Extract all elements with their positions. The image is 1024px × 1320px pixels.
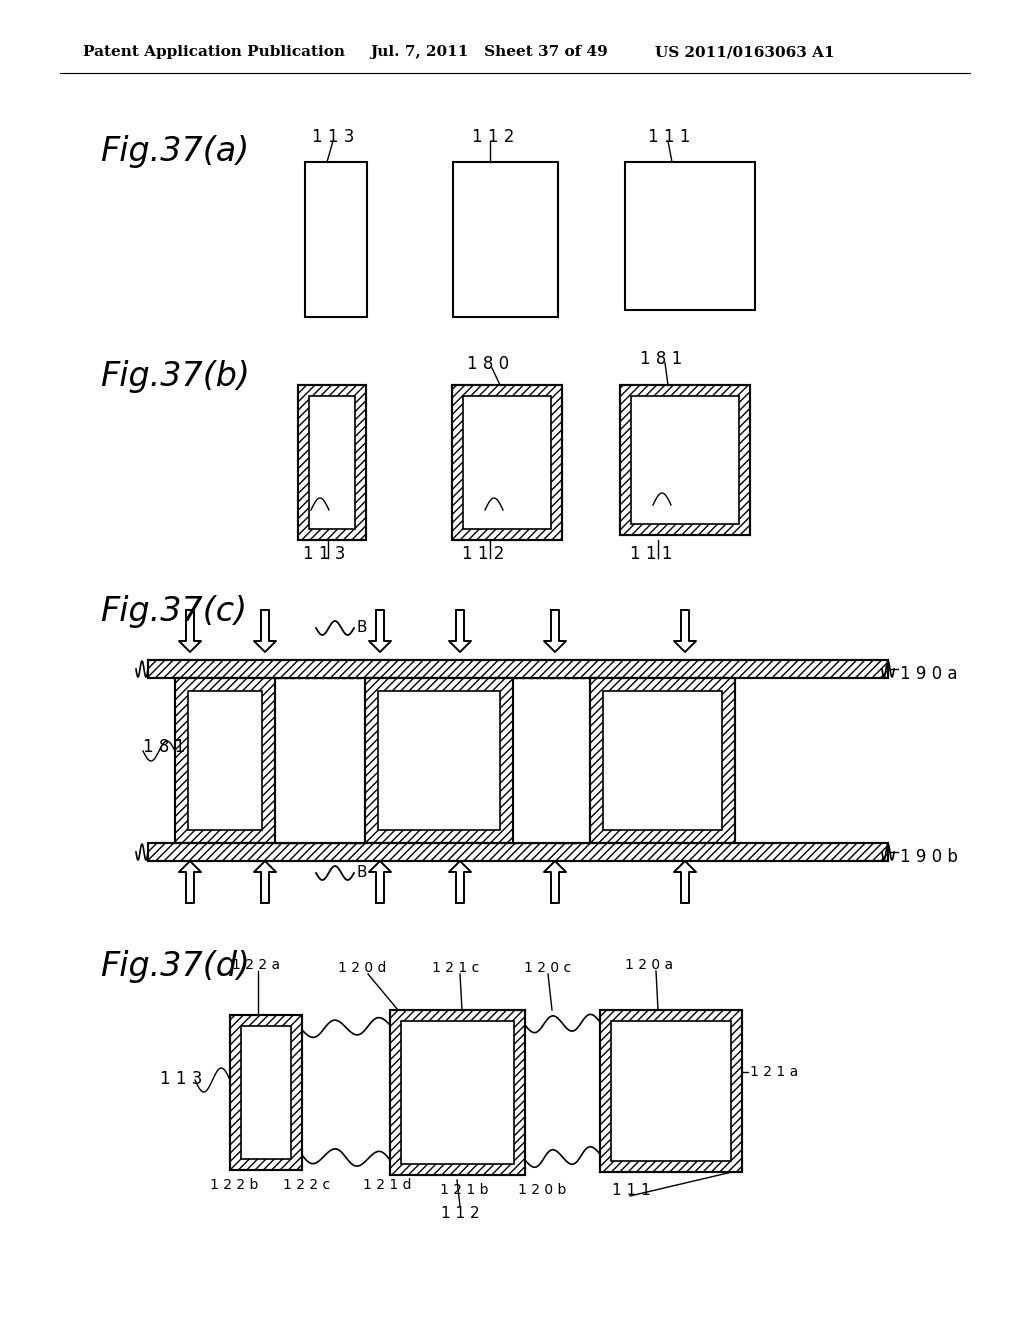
Bar xyxy=(620,385,750,535)
Polygon shape xyxy=(369,610,391,652)
Bar xyxy=(590,678,735,843)
Bar xyxy=(625,162,755,310)
Bar xyxy=(230,1015,302,1170)
Bar xyxy=(309,396,355,529)
Text: Fig.37(a): Fig.37(a) xyxy=(100,135,249,168)
Bar xyxy=(365,678,513,843)
Bar xyxy=(401,1020,514,1164)
Bar xyxy=(148,660,888,678)
Text: 1 1 3: 1 1 3 xyxy=(160,1071,203,1088)
Bar xyxy=(230,1015,302,1170)
Text: 1 1 3: 1 1 3 xyxy=(303,545,345,564)
Bar xyxy=(148,843,888,861)
Text: 1 2 0 b: 1 2 0 b xyxy=(518,1183,566,1197)
Text: 1 2 1 c: 1 2 1 c xyxy=(432,961,479,975)
Bar xyxy=(390,1010,525,1175)
Bar xyxy=(620,385,750,535)
Text: 1 8 1: 1 8 1 xyxy=(143,738,185,756)
Text: 1 2 1 b: 1 2 1 b xyxy=(440,1183,488,1197)
Text: 1 2 1 a: 1 2 1 a xyxy=(750,1065,799,1078)
Text: 1 1 2: 1 1 2 xyxy=(472,128,514,147)
Bar xyxy=(175,678,275,843)
Bar xyxy=(603,690,722,830)
Bar xyxy=(390,1010,525,1175)
Bar xyxy=(452,385,562,540)
Bar xyxy=(309,396,355,529)
Bar xyxy=(148,843,888,861)
Polygon shape xyxy=(254,610,276,652)
Text: 1 2 2 a: 1 2 2 a xyxy=(232,958,281,972)
Bar xyxy=(298,385,366,540)
Text: 1 2 2 c: 1 2 2 c xyxy=(283,1177,330,1192)
Text: 1 2 0 a: 1 2 0 a xyxy=(625,958,673,972)
Bar xyxy=(631,396,739,524)
Text: Fig.37(c): Fig.37(c) xyxy=(100,595,247,628)
Bar xyxy=(611,1020,731,1162)
Polygon shape xyxy=(674,861,696,903)
Bar xyxy=(463,396,551,529)
Polygon shape xyxy=(179,610,201,652)
Text: 1 2 2 b: 1 2 2 b xyxy=(210,1177,258,1192)
Bar xyxy=(600,1010,742,1172)
Polygon shape xyxy=(544,610,566,652)
Bar xyxy=(463,396,551,529)
Text: Fig.37(d): Fig.37(d) xyxy=(100,950,250,983)
Text: 1 1 1: 1 1 1 xyxy=(648,128,690,147)
Text: 1 8 0: 1 8 0 xyxy=(467,355,509,374)
Bar xyxy=(188,690,262,830)
Text: 1 1 3: 1 1 3 xyxy=(312,128,354,147)
Bar xyxy=(600,1010,742,1172)
Bar xyxy=(453,162,558,317)
Bar xyxy=(452,385,562,540)
Bar xyxy=(401,1020,514,1164)
Polygon shape xyxy=(369,861,391,903)
Text: 1 2 0 c: 1 2 0 c xyxy=(524,961,571,975)
Bar xyxy=(365,678,513,843)
Text: Jul. 7, 2011   Sheet 37 of 49: Jul. 7, 2011 Sheet 37 of 49 xyxy=(370,45,608,59)
Text: US 2011/0163063 A1: US 2011/0163063 A1 xyxy=(655,45,835,59)
Bar xyxy=(175,678,275,843)
Text: Fig.37(b): Fig.37(b) xyxy=(100,360,250,393)
Text: 1 9 0 a: 1 9 0 a xyxy=(900,665,957,682)
Bar xyxy=(603,690,722,830)
Bar xyxy=(611,1020,731,1162)
Text: 1 9 0 b: 1 9 0 b xyxy=(900,847,957,866)
Polygon shape xyxy=(544,861,566,903)
Bar xyxy=(378,690,500,830)
Text: 1 1 2: 1 1 2 xyxy=(440,1206,479,1221)
Bar xyxy=(631,396,739,524)
Bar xyxy=(188,690,262,830)
Polygon shape xyxy=(254,861,276,903)
Text: 1 8 1: 1 8 1 xyxy=(640,350,682,368)
Polygon shape xyxy=(449,610,471,652)
Bar xyxy=(305,162,367,317)
Bar xyxy=(590,678,735,843)
Bar xyxy=(378,690,500,830)
Bar xyxy=(298,385,366,540)
Text: 1 1 2: 1 1 2 xyxy=(462,545,505,564)
Bar xyxy=(148,660,888,678)
Text: 1 2 0 d: 1 2 0 d xyxy=(338,961,386,975)
Bar xyxy=(241,1026,291,1159)
Text: 1 1 1: 1 1 1 xyxy=(630,545,673,564)
Polygon shape xyxy=(449,861,471,903)
Text: B: B xyxy=(357,620,368,635)
Text: 1 1 1: 1 1 1 xyxy=(612,1183,650,1199)
Text: B: B xyxy=(357,865,368,880)
Text: Patent Application Publication: Patent Application Publication xyxy=(83,45,345,59)
Polygon shape xyxy=(179,861,201,903)
Text: 1 2 1 d: 1 2 1 d xyxy=(362,1177,412,1192)
Bar xyxy=(241,1026,291,1159)
Polygon shape xyxy=(674,610,696,652)
